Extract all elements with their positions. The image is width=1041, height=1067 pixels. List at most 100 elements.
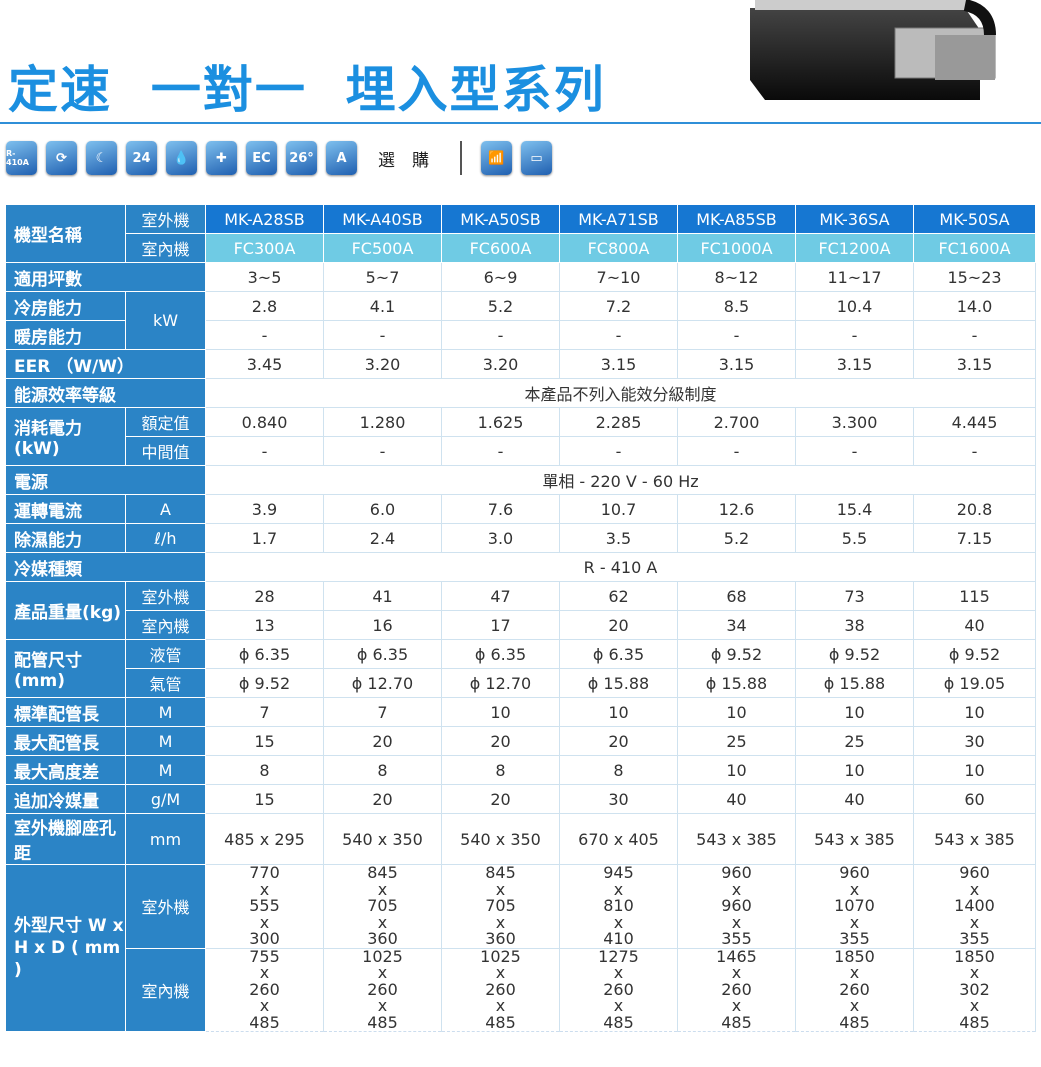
value-cell: ϕ 9.52 — [205, 668, 324, 698]
dimension-separator: x — [377, 996, 388, 1015]
table-row: 產品重量(kg) 室外機 28 41 47 62 68 73 115 — [5, 581, 1036, 640]
value-cell: - — [441, 320, 560, 350]
value-cell: 4.445 — [913, 407, 1036, 437]
dimension-separator: x — [495, 879, 506, 899]
table-row: 室內機 755 x 260 x 485 1025 x 260 x 485 1025 x 260 x 485 12… — [6, 946, 1036, 1032]
dimension-separator: x — [969, 963, 980, 982]
outdoor-model: MK-A85SB — [677, 204, 796, 234]
indoor-model: FC600A — [441, 233, 560, 263]
value-cell: 28 — [205, 581, 324, 611]
row-label: 標準配管長 — [5, 697, 126, 727]
dimension-value: 360 — [485, 929, 516, 948]
dimension-separator: x — [731, 996, 742, 1015]
dimension-value: 485 — [839, 1012, 870, 1032]
row-label: 除濕能力 — [5, 523, 126, 553]
value-cell: 1.7 — [205, 523, 324, 553]
row-label: 電源 — [5, 465, 206, 495]
value-cell: 10 — [559, 697, 678, 727]
span-value: 單相 - 220 V - 60 Hz — [205, 465, 1036, 495]
value-cell: 7.2 — [559, 291, 678, 321]
value-cell: - — [795, 436, 914, 466]
dimension-separator: x — [259, 963, 270, 982]
row-unit: ℓ/h — [125, 523, 206, 553]
value-cell: 2.285 — [559, 407, 678, 437]
value-cell: 30 — [913, 726, 1036, 756]
value-cell: - — [205, 320, 324, 350]
table-row: 冷媒種類 R - 410 A — [5, 552, 1036, 582]
dimension-value: 1400 — [954, 896, 995, 915]
r410a-leaf-icon: R-410A — [6, 141, 37, 175]
dimension-value: 1025 — [480, 946, 521, 966]
thermometer-26c-icon: 26° — [286, 141, 317, 175]
value-cell: 20 — [559, 726, 678, 756]
value-cell: 3.15 — [559, 349, 678, 379]
auto-fan-icon: A — [326, 141, 357, 175]
table-row: 機型名稱 室外機 MK-A28SB MK-A40SB MK-A50SB MK-A71SB M… — [5, 204, 1036, 263]
value-cell: 5.5 — [795, 523, 914, 553]
value-cell: 40 — [677, 784, 796, 814]
dimension-value: 770 — [249, 863, 280, 882]
value-cell: 543 x 385 — [677, 813, 796, 865]
remote-control-icon: 📶 — [481, 141, 512, 175]
dimension-value: 960 — [721, 863, 752, 882]
dimension-value: 260 — [603, 979, 634, 999]
row-label: 適用坪數 — [5, 262, 206, 292]
value-cell: 3.5 — [559, 523, 678, 553]
dimension-cell: 1850 x 302 x 485 — [913, 946, 1036, 1032]
dimension-separator: x — [849, 996, 860, 1015]
dimension-value: 1275 — [598, 946, 639, 966]
value-cell: 15 — [205, 784, 324, 814]
table-row: 能源效率等級 本產品不列入能效分級制度 — [5, 378, 1036, 408]
table-row: 電源 單相 - 220 V - 60 Hz — [5, 465, 1036, 495]
row-unit: 室內機 — [125, 947, 206, 1032]
value-cell: - — [323, 320, 442, 350]
value-cell: - — [205, 436, 324, 466]
value-cell: ϕ 6.35 — [323, 639, 442, 669]
dimension-cell: 1465 x 260 x 485 — [677, 947, 796, 1032]
value-cell: 2.700 — [677, 407, 796, 437]
row-label: 最大配管長 — [5, 726, 126, 756]
indoor-model: FC1200A — [795, 233, 914, 263]
span-value: 本產品不列入能效分級制度 — [205, 378, 1036, 408]
medical-cross-icon: ✚ — [206, 141, 237, 175]
row-label: 外型尺寸 W x H x D ( mm ) — [5, 864, 126, 1032]
page-title: 定速 一對一 埋入型系列 — [8, 61, 606, 119]
dimension-separator: x — [259, 996, 270, 1015]
row-label: 產品重量(kg) — [5, 581, 126, 640]
dimension-value: 845 — [367, 863, 398, 882]
value-cell: 3.0 — [441, 523, 560, 553]
table-row: 消耗電力(kW) 額定值 0.840 1.280 1.625 2.285 2.700 3.30… — [5, 407, 1036, 466]
dimension-separator: x — [731, 963, 742, 982]
value-cell: 40 — [795, 784, 914, 814]
value-cell: 3.15 — [677, 349, 796, 379]
dimension-separator: x — [613, 996, 624, 1015]
row-label: 運轉電流 — [5, 494, 126, 524]
value-cell: 10 — [795, 697, 914, 727]
dimension-value: 260 — [721, 979, 752, 999]
value-cell: 115 — [913, 581, 1036, 611]
value-cell: 543 x 385 — [913, 813, 1036, 865]
dimension-value: 960 — [959, 863, 990, 882]
outdoor-model: MK-A28SB — [205, 204, 324, 234]
dimension-cell: 1025 x 260 x 485 — [441, 946, 560, 1032]
row-label: 室外機腳座孔距 — [5, 813, 126, 865]
outdoor-label: 室外機 — [125, 204, 206, 234]
optional-label: 選 購 — [378, 150, 429, 171]
row-unit: 氣管 — [125, 668, 206, 698]
dimension-value: 1850 — [954, 946, 995, 966]
dimension-value: 485 — [485, 1012, 516, 1032]
dimension-value: 260 — [485, 979, 516, 999]
value-cell: 17 — [441, 610, 560, 640]
value-cell: 8.5 — [677, 291, 796, 321]
value-cell: 10 — [795, 755, 914, 785]
value-cell: 540 x 350 — [323, 813, 442, 865]
dimension-value: 260 — [367, 979, 398, 999]
value-cell: ϕ 6.35 — [205, 639, 324, 669]
value-cell: 20 — [559, 610, 678, 640]
row-label: 冷房能力 — [5, 291, 126, 321]
value-cell: 540 x 350 — [441, 813, 560, 865]
feature-icons: R-410A ⟳ ☾ 24 💧 ✚ EC 26° A 選 購 📶 ▭ — [6, 141, 552, 175]
value-cell: - — [559, 320, 678, 350]
value-cell: 68 — [677, 581, 796, 611]
value-cell: 25 — [795, 726, 914, 756]
